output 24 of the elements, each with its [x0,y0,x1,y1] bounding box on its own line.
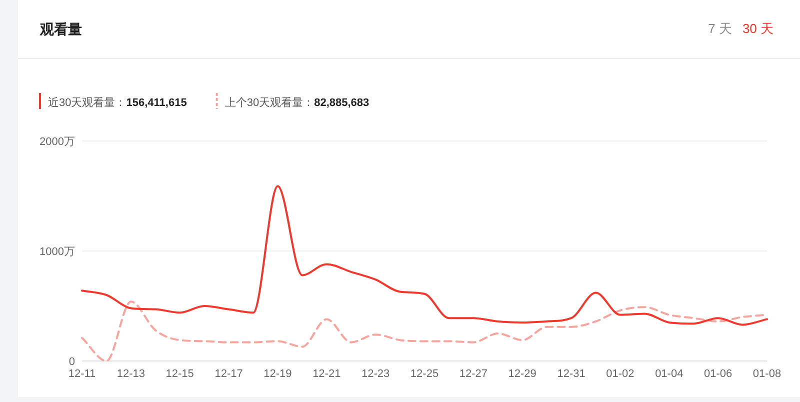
y-tick-label: 1000万 [40,246,75,258]
x-tick-label: 12-19 [264,368,292,380]
x-tick-label: 12-13 [116,368,145,380]
legend-label: 上个30天观看量：82,885,683 [224,96,370,109]
x-tick-label: 12-23 [362,368,390,380]
x-tick-label: 01-08 [752,368,782,380]
y-tick-label: 2000万 [40,136,75,148]
x-tick-label: 12-21 [312,368,341,380]
x-tick-label: 12-25 [410,368,439,380]
x-tick-label: 01-02 [606,368,634,380]
x-tick-label: 12-27 [459,368,488,380]
x-tick-label: 12-17 [214,368,243,380]
x-tick-label: 01-06 [704,368,732,380]
x-tick-label: 01-04 [655,368,684,380]
text: 7 天 [708,21,732,36]
line-series [81,185,768,326]
text: 30 天 [742,21,774,36]
x-tick-label: 12-15 [166,368,194,380]
x-tick-label: 12-11 [68,368,96,380]
y-tick-label: 0 [68,356,75,368]
legend-label: 近30天观看量：156,411,615 [48,96,187,109]
chart-title: 观看量 [39,21,82,37]
x-tick-label: 12-29 [508,368,536,380]
x-tick-label: 12-31 [557,368,586,380]
